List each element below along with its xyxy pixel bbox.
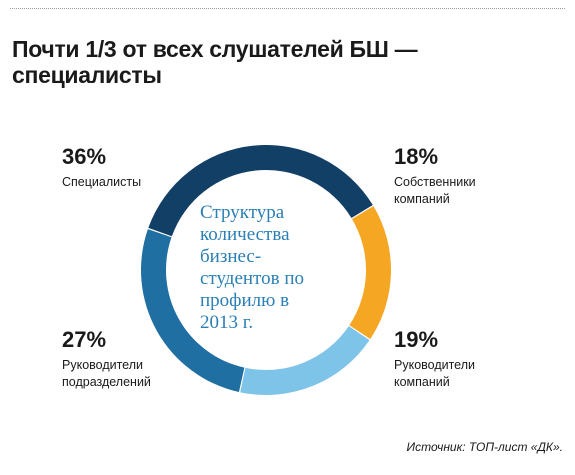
donut-center-label: Структура количества бизнес- студентов п…: [200, 202, 304, 333]
label-company-heads: 19% Руководители компаний: [394, 327, 475, 391]
slice-owners: [349, 206, 391, 339]
chart-title-line-2: специалисты: [12, 62, 162, 88]
value-label-company-heads: 19%: [394, 327, 439, 352]
chart-title: Почти 1/3 от всех слушателей БШ — специа…: [12, 36, 482, 88]
value-label-owners: 18%: [394, 144, 439, 169]
top-divider: [10, 8, 565, 9]
label-department-heads: 27% Руководители подразделений: [62, 327, 151, 391]
source-note: Источник: ТОП-лист «ДК».: [406, 440, 563, 454]
label-specialists: 36% Специалисты: [62, 144, 141, 191]
category-label-department-heads: Руководители подразделений: [62, 358, 151, 389]
value-label-department-heads: 27%: [62, 327, 107, 352]
slice-specialists: [148, 145, 373, 237]
category-label-company-heads: Руководители компаний: [394, 358, 475, 389]
category-label-owners: Собственники компаний: [394, 175, 476, 206]
slice-company-heads: [240, 326, 370, 396]
value-label-specialists: 36%: [62, 144, 107, 169]
label-owners: 18% Собственники компаний: [394, 144, 476, 208]
category-label-specialists: Специалисты: [62, 175, 142, 189]
slice-department-heads: [141, 229, 245, 393]
chart-title-line-1: Почти 1/3 от всех слушателей БШ —: [12, 36, 418, 62]
